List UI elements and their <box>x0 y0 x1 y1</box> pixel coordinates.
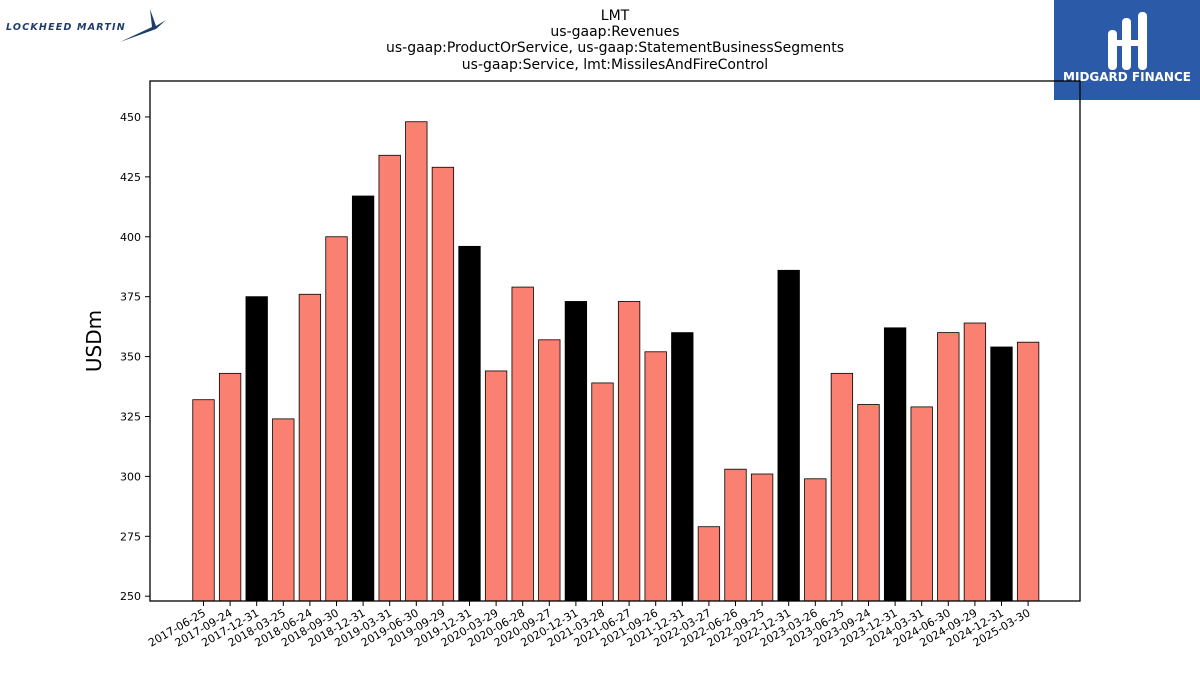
bar-2023-06-25 <box>830 372 854 602</box>
bar-2024-12-31 <box>990 346 1013 602</box>
midgard-monogram-icon <box>1108 12 1147 70</box>
bar-2019-06-30 <box>405 121 428 602</box>
chart-title: LMT us-gaap:Revenues us-gaap:ProductOrSe… <box>386 8 844 73</box>
bar-2022-03-27 <box>697 526 721 602</box>
bar-2019-09-29 <box>431 166 455 602</box>
title-line: us-gaap:Revenues <box>550 24 679 40</box>
title-line: LMT <box>601 8 630 24</box>
bar-2023-09-24 <box>857 404 880 602</box>
bar-2021-06-27 <box>617 301 641 602</box>
title-line: us-gaap:Service, lmt:MissilesAndFireCont… <box>462 57 768 73</box>
title-line: us-gaap:ProductOrService, us-gaap:Statem… <box>386 40 844 56</box>
bar-2020-12-31 <box>564 301 588 602</box>
bar-2024-06-30 <box>937 332 960 602</box>
bar-2024-03-31 <box>910 406 933 602</box>
bar-2019-03-31 <box>378 154 401 602</box>
plot-frame <box>149 80 1081 602</box>
bar-2018-03-25 <box>272 418 295 602</box>
bar-2019-12-31 <box>458 245 481 602</box>
bar-2017-12-31 <box>245 296 268 602</box>
bar-2021-09-26 <box>644 351 667 602</box>
y-axis-ticks: 250 275 300 325 350 375 400 425 450 <box>120 111 150 603</box>
bar-2024-09-29 <box>963 322 987 602</box>
y-tick-label: 325 <box>120 410 141 423</box>
y-tick-label: 350 <box>120 351 141 364</box>
midgard-finance-logo: MIDGARD FINANCE <box>1054 0 1200 100</box>
lockheed-martin-logo-text: LOCKHEED MARTIN <box>6 22 126 33</box>
lockheed-martin-logo: LOCKHEED MARTIN <box>6 9 166 42</box>
bar-2023-03-26 <box>804 478 827 602</box>
y-tick-label: 300 <box>120 470 141 483</box>
y-tick-label: 425 <box>120 171 141 184</box>
bar-2022-12-31 <box>777 269 800 602</box>
bars-group <box>192 121 1040 602</box>
bar-2020-06-28 <box>511 286 534 602</box>
star-icon <box>120 9 166 42</box>
bar-2021-12-31 <box>671 332 694 602</box>
y-tick-label: 375 <box>120 291 141 304</box>
bar-2017-09-24 <box>218 372 242 602</box>
y-axis-label: USDm <box>82 310 106 372</box>
bar-2020-09-27 <box>538 339 561 602</box>
bar-2022-06-26 <box>724 468 747 602</box>
y-tick-label: 275 <box>120 530 141 543</box>
y-tick-label: 250 <box>120 590 141 603</box>
x-axis-ticks: 2017-06-252017-09-242017-12-312018-03-25… <box>146 601 1033 650</box>
bar-2018-12-31 <box>351 195 375 602</box>
bar-2022-09-25 <box>750 473 774 602</box>
bar-2025-03-30 <box>1016 341 1040 602</box>
bar-2017-06-25 <box>192 399 215 602</box>
y-tick-label: 400 <box>120 231 141 244</box>
midgard-logo-text: MIDGARD FINANCE <box>1063 70 1191 84</box>
bar-2018-09-30 <box>325 236 348 602</box>
bar-2020-03-29 <box>484 370 508 602</box>
bar-2018-06-24 <box>298 293 322 602</box>
bar-2023-12-31 <box>883 327 907 602</box>
y-tick-label: 450 <box>120 111 141 124</box>
bar-2021-03-28 <box>591 382 614 602</box>
